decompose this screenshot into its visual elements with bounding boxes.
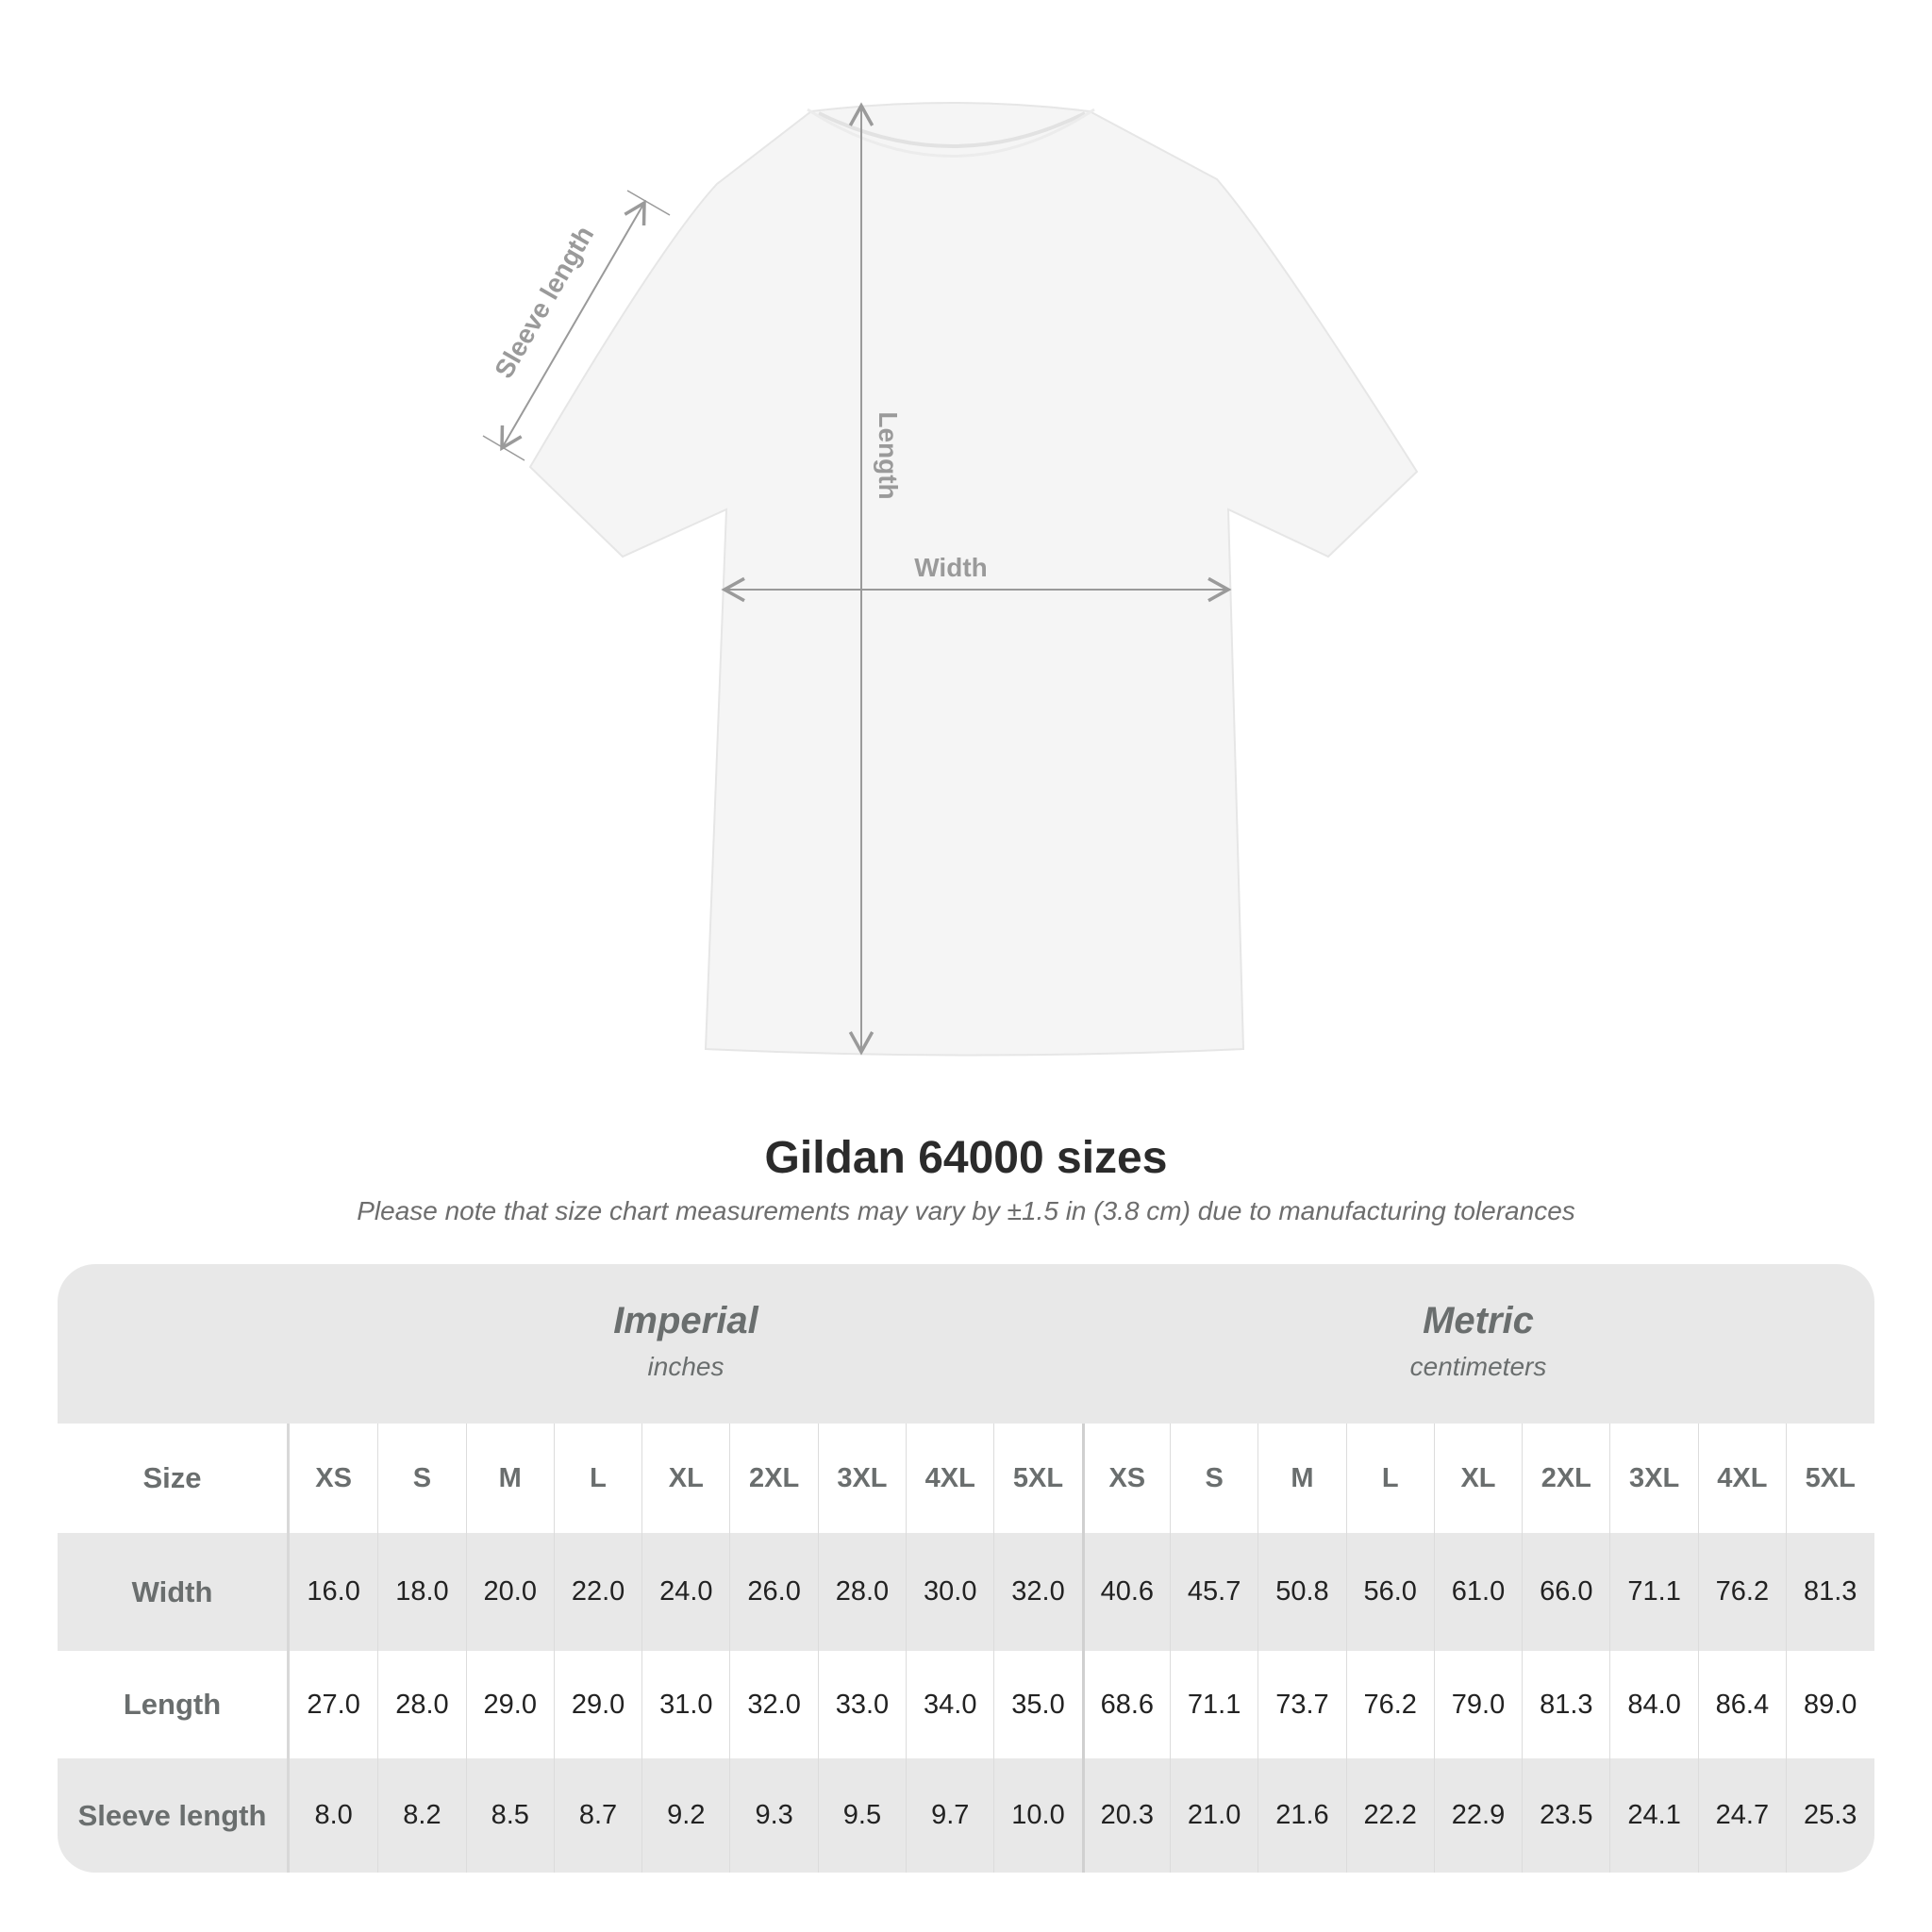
table-row-sleeve-length: Sleeve length 8.0 8.2 8.5 8.7 9.2 9.3 9.5 9.7 10.… (58, 1758, 1874, 1873)
table-cell: 81.3 (1522, 1651, 1609, 1758)
size-metric-s: S (1169, 1424, 1257, 1533)
table-cell: 32.0 (729, 1651, 817, 1758)
size-imperial-5xl: 5XL (993, 1424, 1081, 1533)
width-label: Width (914, 553, 988, 582)
tolerance-note: Please note that size chart measurements… (357, 1196, 1575, 1225)
table-cell: 76.2 (1697, 1533, 1786, 1651)
table-cell: 50.8 (1257, 1533, 1345, 1651)
table-cell: 9.5 (817, 1758, 906, 1873)
size-metric-xs: XS (1081, 1424, 1170, 1533)
sleeve-arrow (500, 199, 646, 452)
imperial-unit: inches (647, 1352, 724, 1381)
size-imperial-m: M (465, 1424, 554, 1533)
table-cell: 34.0 (906, 1651, 993, 1758)
size-metric-xl: XL (1433, 1424, 1522, 1533)
table-cell: 22.9 (1433, 1758, 1522, 1873)
table-cell: 61.0 (1433, 1533, 1522, 1651)
metric-unit: centimeters (1409, 1352, 1547, 1381)
size-imperial-xs: XS (315, 1462, 352, 1493)
table-cell: 56.0 (1345, 1533, 1434, 1651)
table-cell: 79.0 (1433, 1651, 1522, 1758)
size-metric-m: M (1257, 1424, 1345, 1533)
table-cell: 86.4 (1697, 1651, 1786, 1758)
table-cell: 31.0 (641, 1651, 729, 1758)
size-metric-3xl: 3XL (1609, 1424, 1697, 1533)
table-cell: 28.0 (817, 1533, 906, 1651)
row-label: Length (58, 1651, 290, 1758)
table-cell: 30.0 (906, 1533, 993, 1651)
table-cell: 84.0 (1609, 1651, 1697, 1758)
table-cell: 81.3 (1786, 1533, 1874, 1651)
table-cell: 24.1 (1609, 1758, 1697, 1873)
table-cell: 33.0 (817, 1651, 906, 1758)
table-cell: 16.0 (307, 1576, 360, 1607)
size-metric-5xl: 5XL (1786, 1424, 1874, 1533)
table-row-width: Width 16.0 18.0 20.0 22.0 24.0 26.0 28.0 30.0 32.… (58, 1533, 1874, 1651)
size-imperial-3xl: 3XL (817, 1424, 906, 1533)
table-cell: 66.0 (1522, 1533, 1609, 1651)
table-cell: 45.7 (1169, 1533, 1257, 1651)
table-cell: 8.0 (314, 1800, 353, 1830)
table-cell: 35.0 (993, 1651, 1081, 1758)
table-cell: 20.0 (465, 1533, 554, 1651)
table-cell: 8.2 (377, 1758, 465, 1873)
table-cell: 32.0 (993, 1533, 1081, 1651)
table-cell: 22.0 (553, 1533, 641, 1651)
table-cell: 25.3 (1786, 1758, 1874, 1873)
table-cell: 9.2 (641, 1758, 729, 1873)
row-label: Sleeve length (58, 1758, 290, 1873)
table-cell: 68.6 (1081, 1651, 1170, 1758)
table-cell: 22.2 (1345, 1758, 1434, 1873)
size-metric-l: L (1345, 1424, 1434, 1533)
table-cell: 8.5 (465, 1758, 554, 1873)
table-cell: 71.1 (1609, 1533, 1697, 1651)
size-metric-2xl: 2XL (1522, 1424, 1609, 1533)
size-imperial-4xl: 4XL (906, 1424, 993, 1533)
tshirt-diagram: Width Length Sleeve length (482, 102, 1419, 1057)
size-imperial-xl: XL (641, 1424, 729, 1533)
row-label: Width (58, 1533, 290, 1651)
table-cell: 89.0 (1786, 1651, 1874, 1758)
size-imperial-l: L (553, 1424, 641, 1533)
length-label: Length (874, 411, 903, 499)
table-cell: 27.0 (307, 1689, 360, 1720)
table-cell: 29.0 (553, 1651, 641, 1758)
table-cell: 24.0 (641, 1533, 729, 1651)
table-cell: 40.6 (1081, 1533, 1170, 1651)
size-imperial-s: S (377, 1424, 465, 1533)
table-cell: 20.3 (1081, 1758, 1170, 1873)
size-label: Size (58, 1424, 290, 1533)
metric-header: Metric centimeters (1082, 1264, 1874, 1424)
table-cell: 71.1 (1169, 1651, 1257, 1758)
table-cell: 10.0 (993, 1758, 1081, 1873)
table-cell: 21.0 (1169, 1758, 1257, 1873)
size-metric-4xl: 4XL (1697, 1424, 1786, 1533)
table-cell: 8.7 (553, 1758, 641, 1873)
table-cell: 23.5 (1522, 1758, 1609, 1873)
table-cell: 29.0 (465, 1651, 554, 1758)
imperial-title: Imperial (613, 1300, 758, 1341)
table-cell: 18.0 (377, 1533, 465, 1651)
table-cell: 73.7 (1257, 1651, 1345, 1758)
size-imperial-2xl: 2XL (729, 1424, 817, 1533)
table-cell: 9.7 (906, 1758, 993, 1873)
table-cell: 76.2 (1345, 1651, 1434, 1758)
table-cell: 9.3 (729, 1758, 817, 1873)
table-cell: 21.6 (1257, 1758, 1345, 1873)
metric-title: Metric (1423, 1300, 1534, 1341)
size-table: Imperial inches Metric centimeters Size X… (58, 1264, 1874, 1873)
sleeve-length-label: Sleeve length (489, 221, 599, 383)
imperial-header: Imperial inches (290, 1264, 1082, 1424)
table-cell: 28.0 (377, 1651, 465, 1758)
table-cell: 26.0 (729, 1533, 817, 1651)
size-header-row: Size XS S M L XL 2XL 3XL 4XL 5XL XS S M L XL 2XL 3XL 4XL 5… (58, 1424, 1874, 1533)
table-cell: 24.7 (1697, 1758, 1786, 1873)
table-row-length: Length 27.0 28.0 29.0 29.0 31.0 32.0 33.0 34.0 35… (58, 1651, 1874, 1758)
page-title: Gildan 64000 sizes (764, 1133, 1168, 1183)
